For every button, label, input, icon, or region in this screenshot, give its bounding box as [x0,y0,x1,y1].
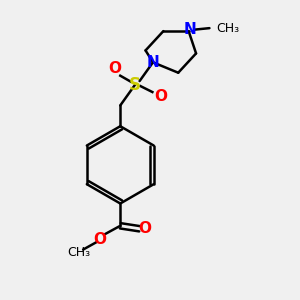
Text: CH₃: CH₃ [216,22,239,34]
Text: N: N [184,22,196,37]
Text: O: O [93,232,106,247]
Text: CH₃: CH₃ [67,246,90,259]
Text: O: O [138,221,152,236]
Text: O: O [154,89,167,104]
Text: S: S [129,76,141,94]
Text: N: N [147,55,159,70]
Text: O: O [108,61,121,76]
